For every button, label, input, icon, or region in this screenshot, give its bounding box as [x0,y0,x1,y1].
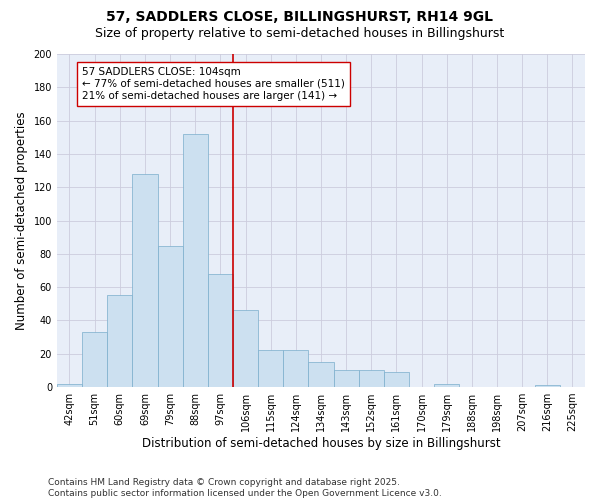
Bar [182,134,208,387]
Bar [82,332,107,387]
Y-axis label: Number of semi-detached properties: Number of semi-detached properties [15,111,28,330]
Bar [535,386,560,387]
Text: 57 SADDLERS CLOSE: 104sqm
← 77% of semi-detached houses are smaller (511)
21% of: 57 SADDLERS CLOSE: 104sqm ← 77% of semi-… [82,68,345,100]
Bar [158,246,182,387]
Bar [107,296,133,387]
Text: Contains HM Land Registry data © Crown copyright and database right 2025.
Contai: Contains HM Land Registry data © Crown c… [48,478,442,498]
Bar [133,174,158,387]
Bar [57,384,82,387]
Bar [434,384,459,387]
Bar [283,350,308,387]
X-axis label: Distribution of semi-detached houses by size in Billingshurst: Distribution of semi-detached houses by … [142,437,500,450]
Bar [384,372,409,387]
Bar [359,370,384,387]
Bar [258,350,283,387]
Text: 57, SADDLERS CLOSE, BILLINGSHURST, RH14 9GL: 57, SADDLERS CLOSE, BILLINGSHURST, RH14 … [107,10,493,24]
Text: Size of property relative to semi-detached houses in Billingshurst: Size of property relative to semi-detach… [95,28,505,40]
Bar [208,274,233,387]
Bar [233,310,258,387]
Bar [308,362,334,387]
Bar [334,370,359,387]
